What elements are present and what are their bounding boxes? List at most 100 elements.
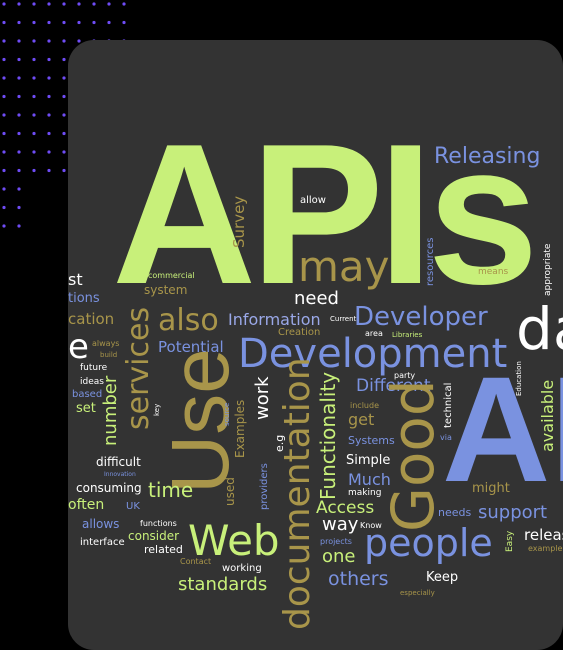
dot xyxy=(2,224,6,228)
word-allows: allows xyxy=(82,517,120,531)
word-appropriate: appropriate xyxy=(543,243,553,296)
dot xyxy=(2,168,6,173)
word-working: working xyxy=(222,563,262,574)
word-allow: allow xyxy=(300,195,326,206)
dot xyxy=(32,131,36,136)
dot xyxy=(2,150,6,154)
word-area: area xyxy=(365,329,383,338)
word-needs: needs xyxy=(438,506,472,519)
dot xyxy=(2,205,6,210)
dot xyxy=(17,94,21,99)
word-number: number xyxy=(100,375,121,446)
dot xyxy=(2,57,6,62)
dot xyxy=(122,20,126,25)
word-party: party xyxy=(394,371,416,380)
word-providers: providers xyxy=(259,463,270,510)
word-commercial: commercial xyxy=(148,271,195,280)
dot xyxy=(77,2,81,6)
word-simple: Simple xyxy=(346,453,391,468)
word-projects: projects xyxy=(320,537,352,546)
word-may: may xyxy=(298,242,390,291)
word-uk: UK xyxy=(126,501,140,512)
dot xyxy=(62,57,66,62)
dot xyxy=(32,94,36,99)
word-cation: cation xyxy=(68,310,115,328)
word-source: source xyxy=(223,402,231,426)
dot xyxy=(32,39,36,43)
dot xyxy=(47,76,51,80)
dot xyxy=(62,131,66,136)
word-potential: Potential xyxy=(158,338,224,356)
word-eg: e.g xyxy=(273,434,286,452)
word-people: people xyxy=(364,521,493,565)
dot xyxy=(2,131,6,136)
dot xyxy=(17,76,21,80)
word-survey: Survey xyxy=(230,195,248,248)
dot xyxy=(47,168,51,173)
word-e: e xyxy=(68,327,89,367)
word-creation: Creation xyxy=(278,327,321,338)
word-build: build xyxy=(100,351,118,359)
word-much: Much xyxy=(348,470,391,489)
dot xyxy=(17,168,21,173)
word-others: others xyxy=(328,568,389,590)
word-difficult: difficult xyxy=(96,455,141,469)
word-technical: technical xyxy=(443,382,454,428)
dot xyxy=(32,76,36,80)
word-time: time xyxy=(148,478,194,502)
dot xyxy=(17,150,21,154)
dot xyxy=(17,131,21,136)
word-system: system xyxy=(144,283,188,297)
word-means: means xyxy=(478,267,509,277)
dot xyxy=(62,39,66,43)
word-work: work xyxy=(252,376,273,420)
word-ap: AP xyxy=(442,345,563,513)
dot xyxy=(62,113,66,117)
word-example: example xyxy=(528,544,563,553)
word-available: available xyxy=(538,379,557,452)
word-need: need xyxy=(294,288,339,309)
word-web: Web xyxy=(188,516,280,565)
dot xyxy=(32,150,36,154)
dot xyxy=(17,57,21,62)
word-consuming: consuming xyxy=(76,481,142,495)
word-include: include xyxy=(350,401,379,410)
word-documentation: documentation xyxy=(277,357,318,630)
dot xyxy=(32,2,36,6)
word-libraries: Libraries xyxy=(392,331,423,339)
dot xyxy=(62,76,66,80)
dot xyxy=(47,39,51,43)
word-education: Education xyxy=(515,361,523,396)
word-interface: interface xyxy=(80,537,125,548)
word-standards: standards xyxy=(178,574,268,595)
word-resources: resources xyxy=(425,237,436,286)
word-innovation: Innovation xyxy=(104,471,136,478)
word-get: get xyxy=(348,410,375,429)
word-also: also xyxy=(158,303,219,338)
dot xyxy=(17,224,21,228)
word-systems: Systems xyxy=(348,434,395,447)
word-making: making xyxy=(348,488,382,498)
dot xyxy=(47,57,51,62)
dot xyxy=(47,113,51,117)
word-current: Current xyxy=(330,315,357,323)
word-st: st xyxy=(68,270,83,289)
word-information: Information xyxy=(228,310,321,329)
dot xyxy=(2,113,6,117)
word-keep: Keep xyxy=(426,570,459,585)
word-key: key xyxy=(153,403,161,416)
dot xyxy=(62,2,66,6)
word-easy: Easy xyxy=(505,530,515,552)
word-based: based xyxy=(72,389,103,400)
word-used: used xyxy=(223,477,237,506)
dot xyxy=(62,150,66,154)
word-releasing: Releasing xyxy=(434,144,541,169)
dot xyxy=(107,20,111,25)
dot xyxy=(47,94,51,99)
dot xyxy=(17,20,21,25)
word-access: Access xyxy=(316,498,375,518)
word-often: often xyxy=(68,497,105,513)
dot xyxy=(17,113,21,117)
word-good: Good xyxy=(379,379,447,532)
word-releas: releas xyxy=(524,526,563,544)
